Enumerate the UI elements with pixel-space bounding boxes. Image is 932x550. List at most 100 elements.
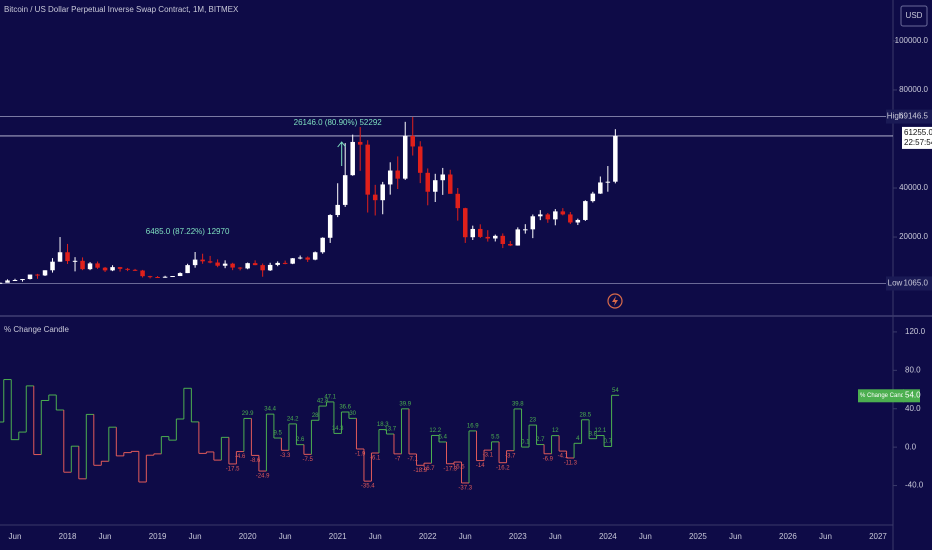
candle-body — [80, 260, 85, 270]
indicator-value-label: -8.6 — [250, 458, 261, 464]
indicator-value-label: -35.4 — [361, 484, 375, 490]
indicator-value-label: -18.9 — [413, 468, 427, 474]
indicator-value-label: 18.3 — [377, 422, 389, 428]
indicator-value-label: 39.9 — [399, 401, 411, 407]
lightning-icon[interactable] — [607, 293, 623, 309]
countdown-label: 22:57:54 — [904, 138, 932, 147]
x-tick-label: 2024 — [599, 532, 617, 541]
candle-body — [0, 282, 3, 284]
indicator-value-label: 30 — [349, 411, 356, 417]
candle-body — [335, 204, 340, 216]
candle-body — [575, 219, 581, 223]
candle-body — [267, 264, 273, 271]
indicator-value-label: 23 — [529, 418, 536, 424]
x-tick-label: 2019 — [149, 532, 167, 541]
indicator-y-tick-label: 40.0 — [905, 404, 921, 413]
indicator-badge-box — [858, 389, 904, 403]
x-tick-label: Jun — [189, 532, 202, 541]
candle-body — [110, 267, 115, 271]
currency-label[interactable]: USD — [906, 11, 923, 20]
x-tick-label: 2023 — [509, 532, 527, 541]
candle-body — [485, 236, 491, 239]
candle-body — [545, 214, 551, 220]
indicator-value-label: 24.2 — [287, 416, 299, 422]
candle-body — [613, 135, 618, 182]
indicator-value-label: 2.7 — [536, 437, 545, 443]
indicator-value-label: -1.9 — [355, 452, 366, 458]
candle-body — [125, 268, 130, 270]
high-name-box — [886, 109, 904, 124]
candle-body — [320, 237, 325, 253]
candle-body — [417, 146, 423, 173]
indicator-y-tick-label: -40.0 — [905, 481, 924, 490]
indicator-value-label: 34.4 — [264, 407, 276, 413]
candle-body — [568, 214, 573, 223]
indicator-value-label: -4.6 — [235, 454, 246, 460]
x-tick-label: Jun — [549, 532, 562, 541]
indicator-value-label: -4.1 — [558, 454, 569, 460]
candle-body — [357, 141, 363, 145]
candle-body — [493, 235, 498, 239]
high-name: High — [887, 112, 903, 121]
x-tick-label: 2021 — [329, 532, 347, 541]
candle-body — [252, 263, 258, 266]
indicator-value-label: 36.6 — [339, 405, 351, 411]
high-value: 69146.5 — [899, 112, 928, 121]
candle-body — [312, 252, 318, 260]
indicator-value-label: -3.3 — [280, 453, 291, 459]
candle-body — [177, 273, 183, 277]
indicator-value-label: 39.8 — [512, 402, 524, 408]
candle-body — [200, 259, 205, 262]
candle-body — [530, 216, 536, 230]
candle-body — [410, 135, 415, 147]
indicator-value-label: -3.7 — [505, 453, 516, 459]
candle-body — [425, 172, 430, 192]
indicator-value-label: 28.5 — [579, 412, 591, 418]
low-value: 1065.0 — [904, 279, 929, 288]
icon-bolt[interactable] — [612, 296, 618, 306]
indicator-value-label: -16.2 — [496, 465, 510, 471]
candle-body — [342, 175, 348, 205]
candle-body — [590, 193, 596, 202]
x-tick-label: 2026 — [779, 532, 797, 541]
candle-body — [222, 263, 228, 266]
candle-body — [365, 144, 370, 195]
indicator-value-label: 12 — [552, 428, 559, 434]
candle-body — [65, 252, 70, 262]
indicator-value-label: 16.9 — [467, 423, 479, 429]
chart-title: Bitcoin / US Dollar Perpetual Inverse Sw… — [4, 5, 239, 14]
candle-body — [170, 276, 175, 278]
icon-circle[interactable] — [607, 293, 623, 309]
indicator-value-label: -17.5 — [226, 467, 240, 473]
candle-body — [87, 263, 93, 270]
candle-body — [50, 261, 55, 271]
candle-body — [12, 279, 18, 281]
indicator-badge-name: % Change Candle — [860, 393, 909, 399]
indicator-value-label: 28 — [312, 413, 319, 419]
x-tick-label: Jun — [99, 532, 112, 541]
currency-button[interactable] — [900, 5, 928, 27]
candle-body — [20, 279, 25, 281]
indicator-last-label: 54.0 — [905, 390, 921, 399]
indicator-value-label: 42.8 — [317, 399, 329, 405]
candle-body — [470, 228, 476, 238]
x-tick-label: Jun — [369, 532, 382, 541]
y-tick-label: 20000.0 — [899, 232, 928, 241]
annotation-arrow — [337, 141, 347, 166]
candle-body — [42, 270, 48, 276]
candle-body — [95, 263, 100, 268]
candle-body — [102, 267, 108, 271]
x-tick-label: Jun — [819, 532, 832, 541]
indicator-value-label: 12.1 — [594, 428, 606, 434]
candle-body — [553, 211, 558, 220]
candle-body — [282, 262, 288, 264]
candle-body — [500, 235, 506, 244]
indicator-value-label: 12.2 — [429, 428, 441, 434]
indicator-value-label: 29.9 — [242, 411, 254, 417]
candle-body — [140, 270, 145, 277]
candle-body — [27, 274, 33, 280]
y-tick-label: 40000.0 — [899, 183, 928, 192]
indicator-value-label: -16.7 — [421, 466, 435, 472]
candle-body — [372, 194, 378, 201]
low-value-box — [904, 276, 932, 291]
